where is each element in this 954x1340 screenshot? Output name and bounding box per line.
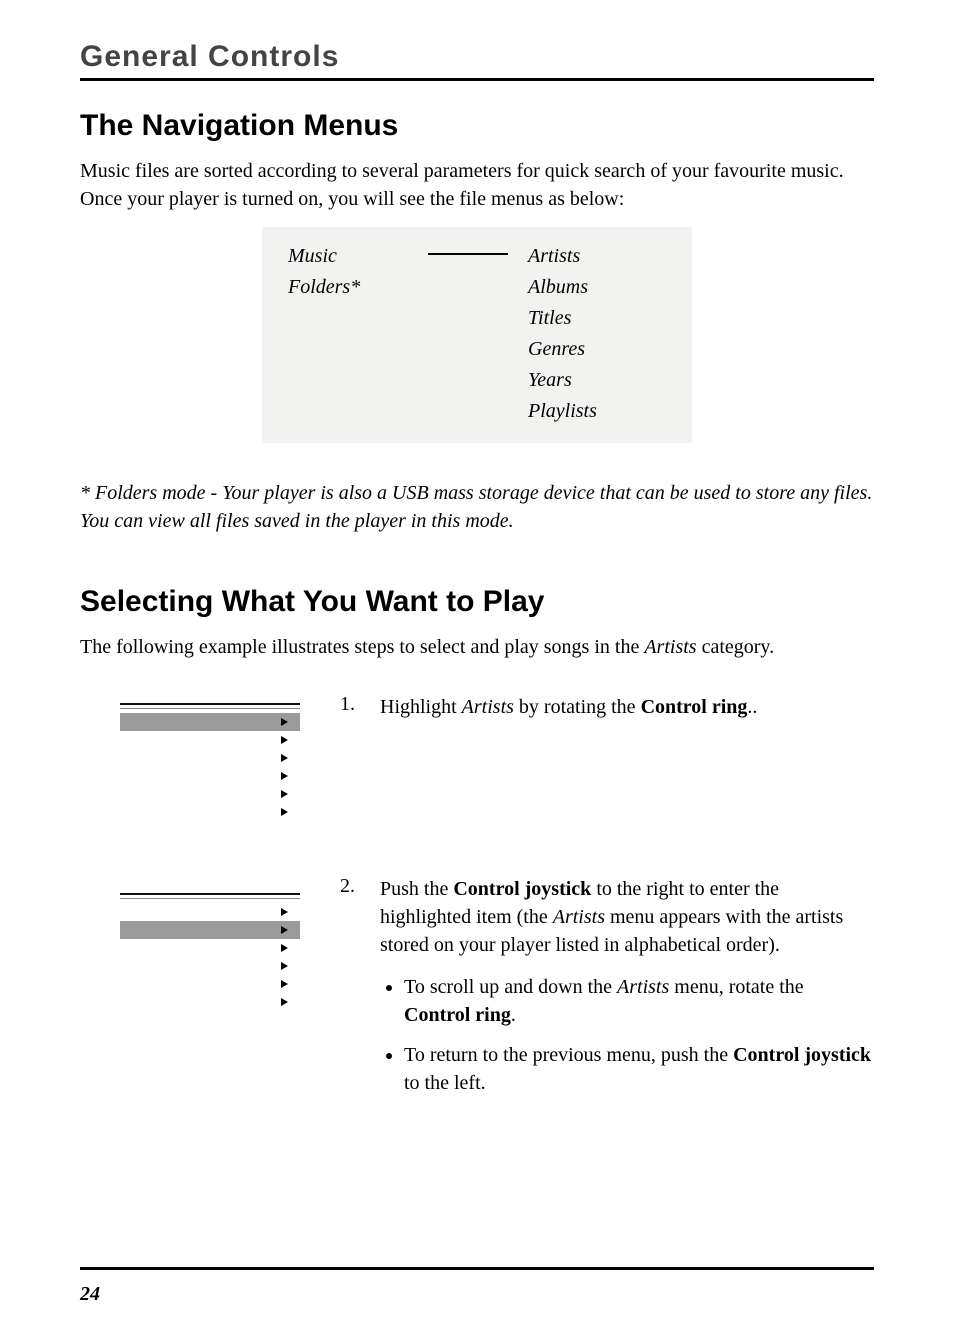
step2-b1: Control joystick [453,878,591,900]
chevron-right-icon [281,718,288,726]
section2-intro-post: category. [697,636,775,658]
screen2-item [120,993,300,1011]
chapter-title: General Controls [80,40,874,74]
menu-item-genres: Genres [528,334,666,365]
page-number: 24 [80,1283,100,1306]
screen-mock-1 [120,693,300,853]
chapter-rule [80,78,874,81]
screen1-item [120,785,300,803]
menu-left-column: Music Folders* [288,241,428,303]
screen1-item [120,713,300,731]
s2b1-t2: menu, rotate the [669,976,803,998]
menu-item-music: Music [288,241,428,272]
chevron-right-icon [281,736,288,744]
menu-item-playlists: Playlists [528,396,666,427]
step1-t1: Highlight [380,696,462,718]
chevron-right-icon [281,980,288,988]
menu-hierarchy-diagram: Music Folders* Artists Albums Titles Gen… [262,227,692,443]
menu-connector-line [428,253,508,255]
chevron-right-icon [281,790,288,798]
screen1-item [120,767,300,785]
step2-bullet-1: To scroll up and down the Artists menu, … [404,973,874,1029]
screen2-item [120,975,300,993]
s2b1-em1: Artists [617,976,669,998]
step1-t3: .. [747,696,757,718]
s2b2-b1: Control joystick [733,1044,871,1066]
screen-mock-2 [120,875,300,1035]
s2b2-t1: To return to the previous menu, push the [404,1044,733,1066]
footer-rule [80,1267,874,1270]
screen2-item [120,939,300,957]
step1-t2: by rotating the [514,696,641,718]
step2-t1: Push the [380,878,453,900]
section2-intro: The following example illustrates steps … [80,633,874,661]
step1-em1: Artists [462,696,514,718]
screen1-item [120,803,300,821]
section1-intro: Music files are sorted according to seve… [80,157,874,213]
s2b1-t1: To scroll up and down the [404,976,617,998]
step-2-row: 2. Push the Control joystick to the righ… [80,875,874,1109]
screen2-item [120,957,300,975]
section-heading-selecting: Selecting What You Want to Play [80,585,874,619]
chevron-right-icon [281,754,288,762]
screen2-item [120,921,300,939]
screen1-item [120,731,300,749]
section2-intro-pre: The following example illustrates steps … [80,636,644,658]
chevron-right-icon [281,808,288,816]
screen1-item [120,749,300,767]
s2b1-t3: . [511,1004,516,1026]
chevron-right-icon [281,926,288,934]
chevron-right-icon [281,998,288,1006]
menu-item-artists: Artists [528,241,666,272]
menu-item-albums: Albums [528,272,666,303]
step-2-text: Push the Control joystick to the right t… [380,875,874,1109]
step2-bullet-2: To return to the previous menu, push the… [404,1041,874,1097]
step1-b1: Control ring [641,696,748,718]
menu-item-titles: Titles [528,303,666,334]
menu-item-years: Years [528,365,666,396]
step2-em1: Artists [553,906,605,928]
step-1-row: 1. Highlight Artists by rotating the Con… [80,693,874,853]
s2b1-b1: Control ring [404,1004,511,1026]
chevron-right-icon [281,908,288,916]
folders-footnote: * Folders mode - Your player is also a U… [80,479,874,535]
chevron-right-icon [281,772,288,780]
menu-right-column: Artists Albums Titles Genres Years Playl… [508,241,666,427]
s2b2-t2: to the left. [404,1072,486,1094]
menu-item-folders: Folders* [288,272,428,303]
screen2-item [120,903,300,921]
step-1-text: Highlight Artists by rotating the Contro… [380,693,874,721]
section2-intro-em: Artists [644,636,696,658]
step-2-number: 2. [340,875,380,898]
step-2-sub-bullets: To scroll up and down the Artists menu, … [380,973,874,1097]
step-1-number: 1. [340,693,380,716]
chevron-right-icon [281,944,288,952]
chevron-right-icon [281,962,288,970]
section-heading-nav-menus: The Navigation Menus [80,109,874,143]
